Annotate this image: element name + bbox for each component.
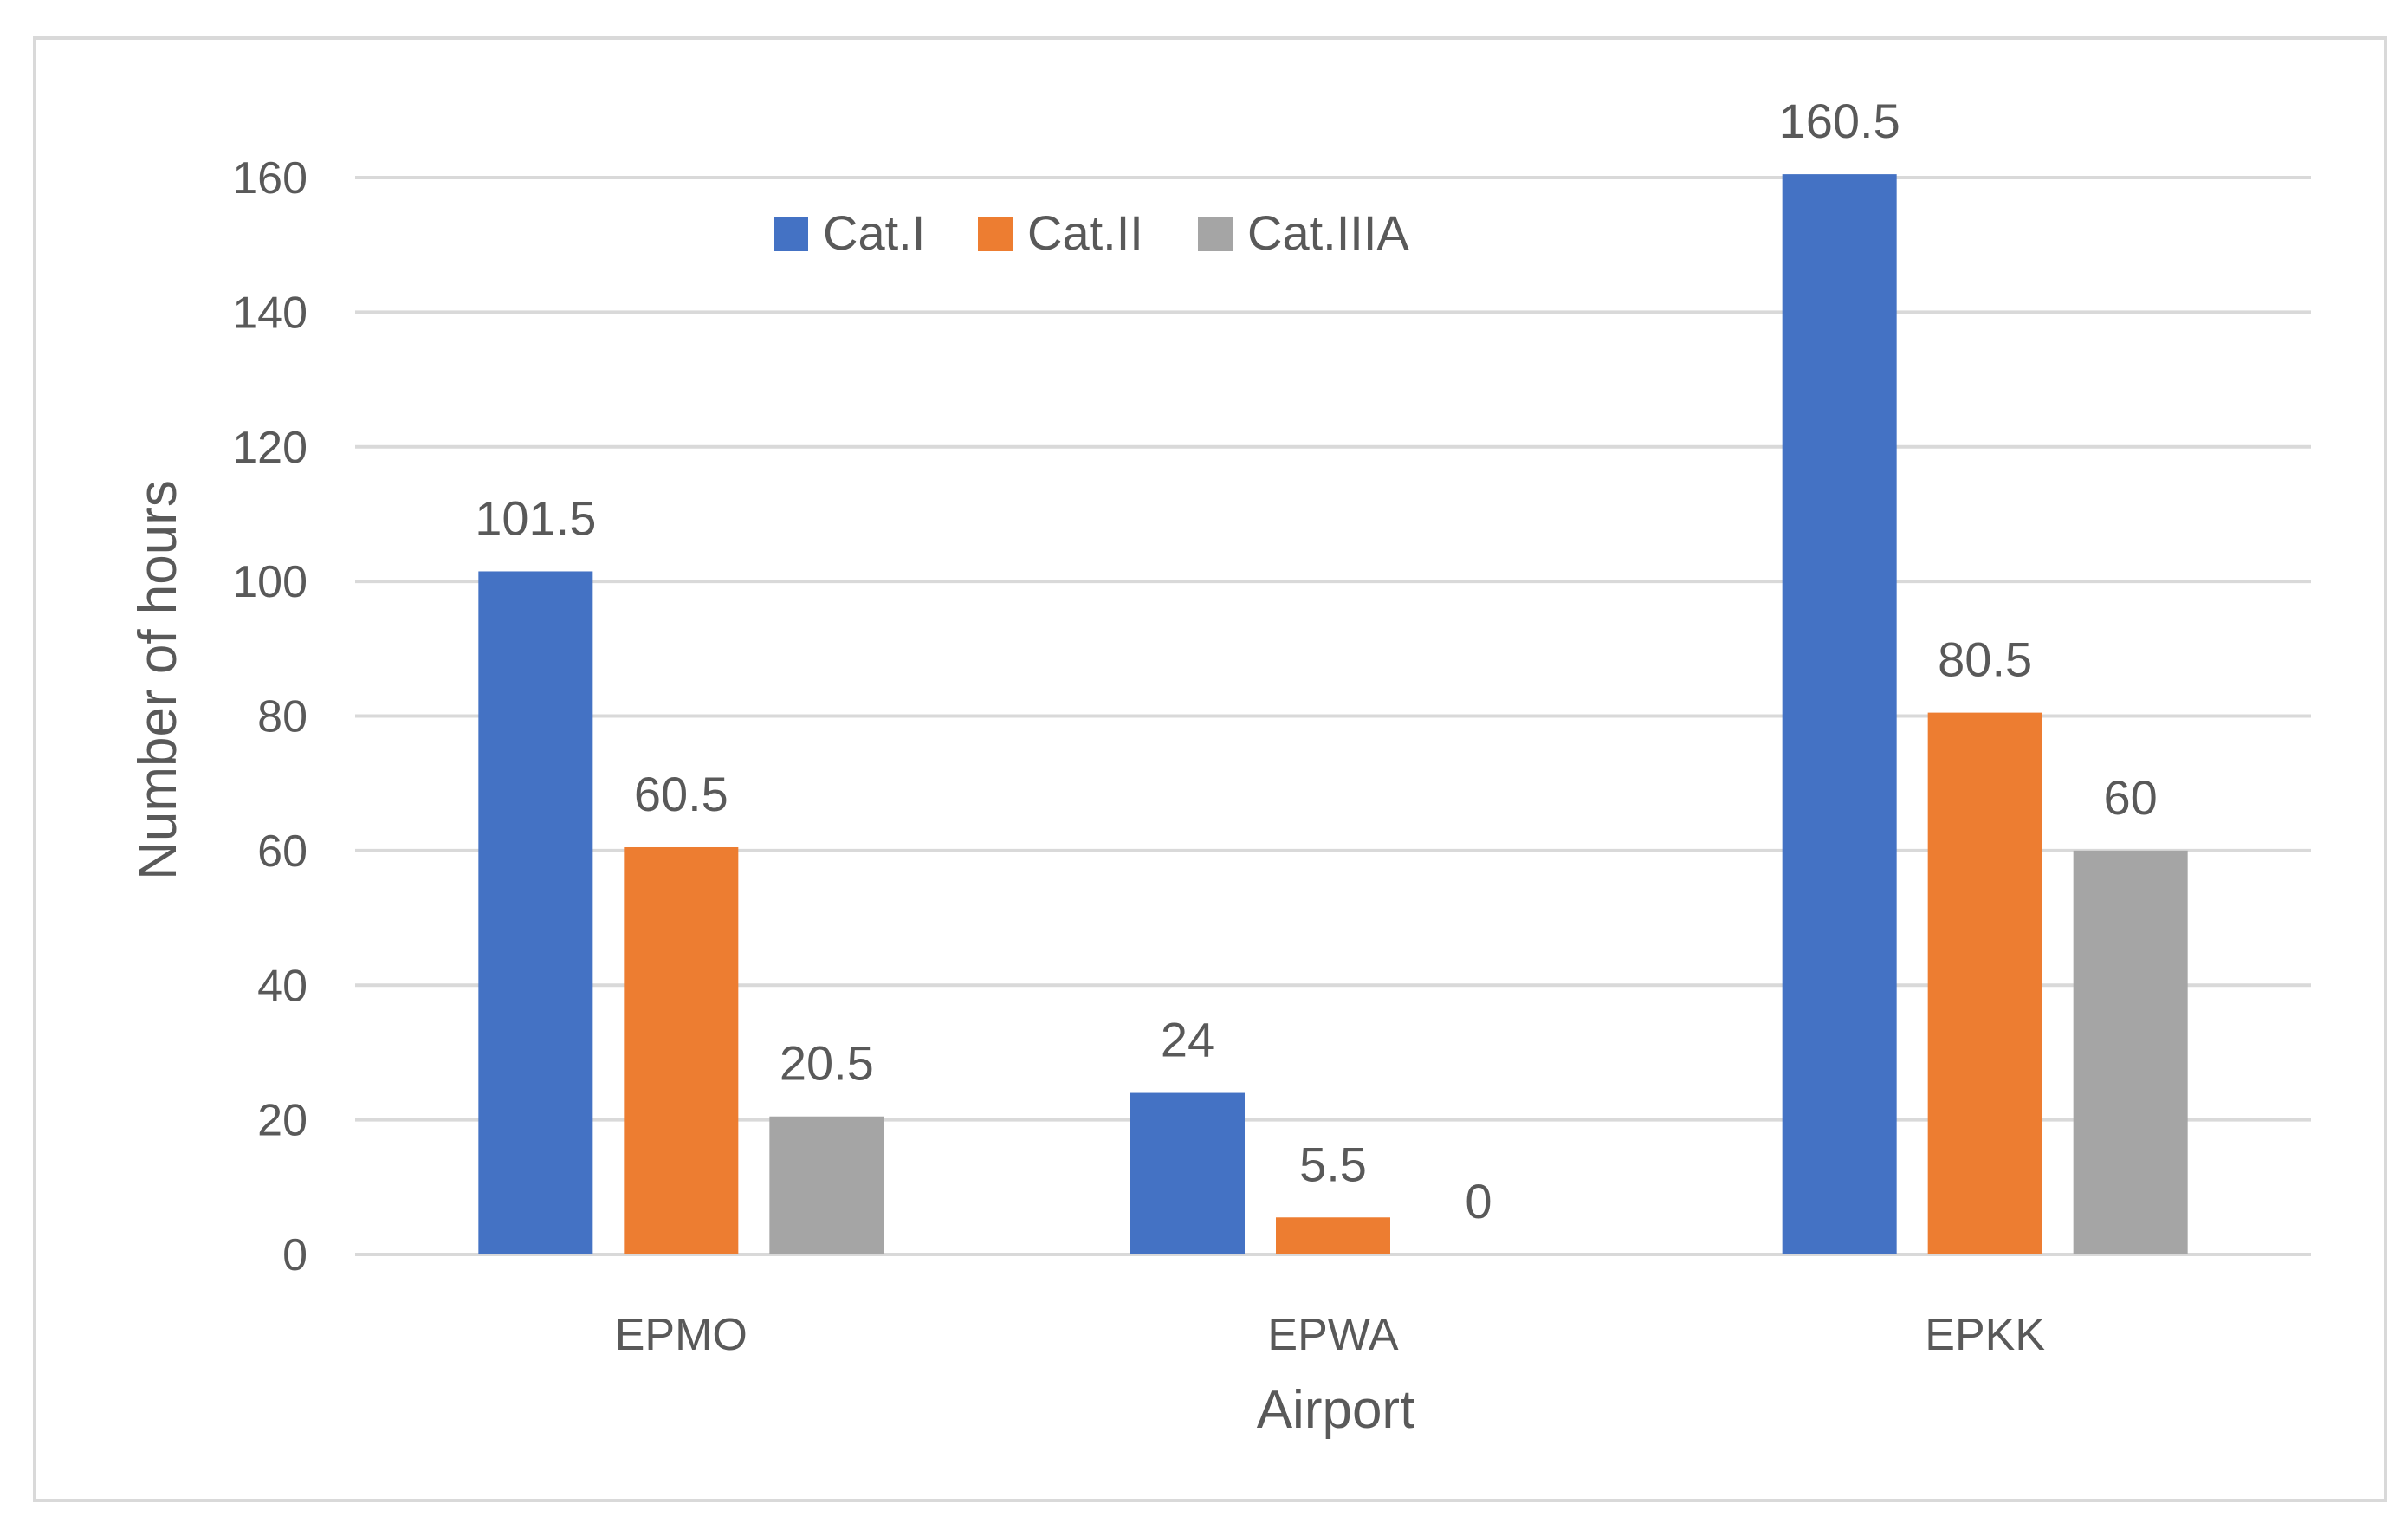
- bar: [1130, 1092, 1245, 1254]
- legend-swatch: [1198, 217, 1233, 251]
- x-category-label: EPWA: [1267, 1310, 1399, 1360]
- data-labels: 101.5 60.5 20.5 24 5.5 0 160.5 80.5 60: [475, 94, 2158, 1228]
- legend-label: Cat.IIIA: [1247, 205, 1409, 260]
- bar: [2073, 850, 2188, 1254]
- bar: [1927, 712, 2042, 1254]
- bar: [624, 846, 739, 1254]
- data-label: 160.5: [1779, 94, 1900, 148]
- y-axis-title: Number of hours: [128, 480, 188, 880]
- bar: [478, 571, 593, 1254]
- data-label: 24: [1161, 1013, 1214, 1067]
- x-axis-categories: EPMO EPWA EPKK: [615, 1310, 2046, 1360]
- y-tick-label: 100: [232, 557, 307, 607]
- data-label: 80.5: [1938, 632, 2032, 687]
- y-tick-label: 20: [257, 1096, 307, 1146]
- data-label: 0: [1465, 1174, 1492, 1228]
- y-axis-ticks: 0 20 40 60 80 100 120 140 160: [232, 153, 307, 1280]
- data-label: 60.5: [634, 767, 728, 821]
- legend-label: Cat.I: [823, 205, 925, 260]
- data-label: 5.5: [1299, 1137, 1367, 1191]
- x-axis-title: Airport: [1257, 1380, 1415, 1440]
- data-label: 101.5: [475, 490, 596, 545]
- bar: [1782, 174, 1897, 1255]
- legend: Cat.I Cat.II Cat.IIIA: [774, 205, 1409, 260]
- bar: [769, 1116, 884, 1254]
- x-category-label: EPKK: [1925, 1310, 2045, 1360]
- y-tick-label: 80: [257, 692, 307, 742]
- data-label: 20.5: [780, 1036, 874, 1091]
- y-tick-label: 0: [282, 1230, 307, 1280]
- y-tick-label: 160: [232, 153, 307, 204]
- legend-label: Cat.II: [1027, 205, 1143, 260]
- legend-swatch: [978, 217, 1013, 251]
- bars: [478, 174, 2188, 1255]
- y-tick-label: 140: [232, 288, 307, 338]
- y-tick-label: 120: [232, 423, 307, 473]
- x-category-label: EPMO: [615, 1310, 748, 1360]
- legend-swatch: [774, 217, 808, 251]
- y-tick-label: 40: [257, 961, 307, 1011]
- data-label: 60: [2104, 770, 2158, 825]
- y-tick-label: 60: [257, 826, 307, 877]
- bar: [1276, 1217, 1390, 1254]
